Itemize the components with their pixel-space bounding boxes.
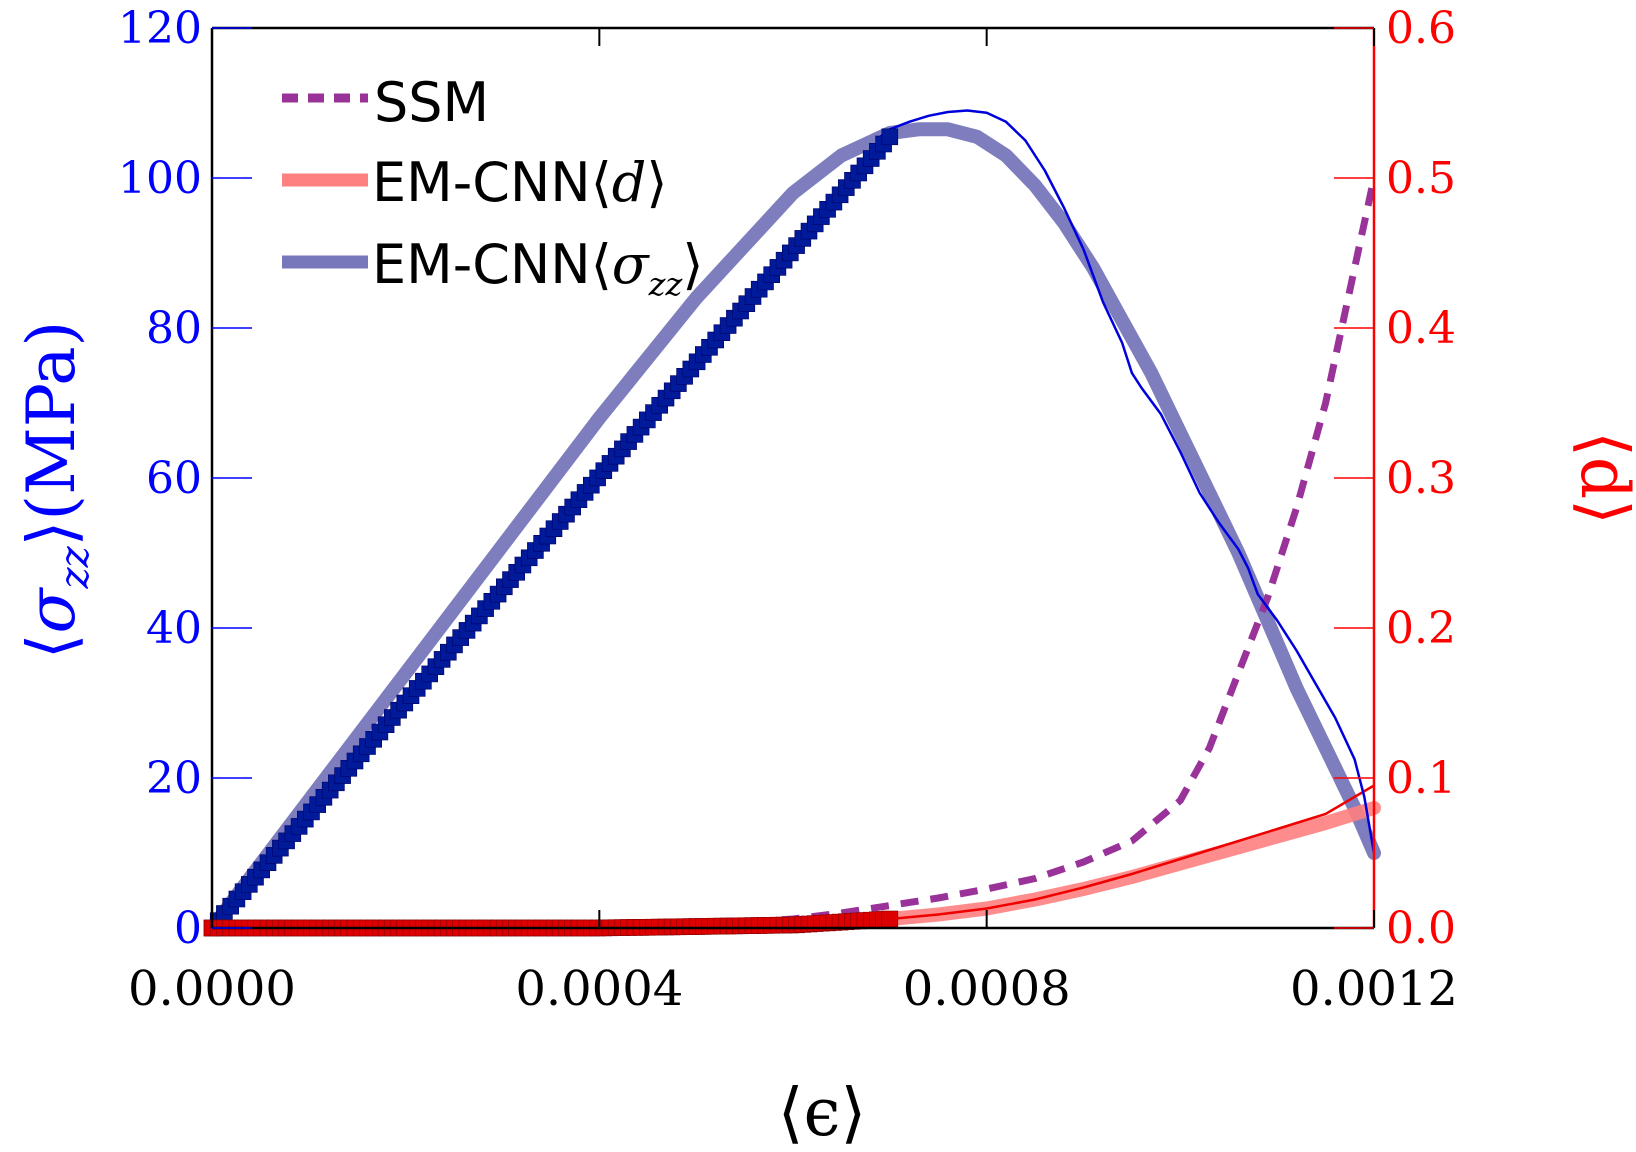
y-right-tick-label: 0.1 (1386, 753, 1456, 804)
stress-markers (203, 128, 899, 937)
y-left-open-bracket: ⟨ (13, 634, 90, 660)
svg-text:⟨d⟩: ⟨d⟩ (1566, 431, 1636, 525)
x-tick-label: 0.0000 (128, 961, 296, 1017)
legend-label-em-cnn-d: EM-CNN⟨d⟩ (372, 151, 667, 214)
y-left-tick-label: 0 (174, 903, 202, 954)
x-axis-label: ⟨ϵ⟩ (778, 1074, 866, 1151)
series-reference-stress (879, 109, 1376, 854)
y-left-tick-label: 100 (118, 153, 202, 204)
y-axis-left-label: ⟨σzz⟩(MPa) (13, 321, 98, 660)
y-left-tick-label: 80 (146, 303, 202, 354)
y-right-tick-label: 0.3 (1386, 453, 1456, 504)
y-left-sigma: σ (13, 587, 90, 634)
y-right-tick-label: 0.6 (1386, 3, 1456, 54)
damage-markers (203, 910, 899, 937)
axes: 0.0000 0.0004 0.0008 0.0012 0 20 40 60 80 100 120 0… (118, 3, 1458, 1017)
series-em-cnn-damage (205, 801, 1381, 935)
y-left-tick-label: 40 (146, 603, 202, 654)
legend: SSM EM-CNN⟨d⟩ EM-CNN⟨σzz⟩ (282, 71, 703, 303)
series-reference-damage (889, 784, 1375, 921)
x-tick-label: 0.0008 (903, 961, 1071, 1017)
stress-marker (881, 128, 899, 146)
y-left-close-bracket: ⟩ (13, 521, 90, 547)
y-axis-right-label: ⟨d⟩ (1566, 431, 1636, 525)
damage-marker (881, 910, 899, 928)
x-tick-label: 0.0012 (1290, 961, 1458, 1017)
y-left-tick-label: 120 (118, 3, 202, 54)
y-left-tick-label: 20 (146, 753, 202, 804)
y-right-tick-label: 0.5 (1386, 153, 1456, 204)
legend-label-em-cnn-sigma: EM-CNN⟨σzz⟩ (372, 233, 703, 303)
y-right-tick-label: 0.4 (1386, 303, 1456, 354)
y-left-subscript: zz (52, 545, 98, 589)
x-tick-label: 0.0004 (515, 961, 683, 1017)
svg-text:⟨σzz⟩(MPa): ⟨σzz⟩(MPa) (13, 321, 98, 660)
y-right-tick-label: 0.0 (1386, 903, 1456, 954)
y-left-tick-label: 60 (146, 453, 202, 504)
plot-area (203, 109, 1381, 937)
y-left-unit: (MPa) (13, 321, 90, 521)
y-right-tick-label: 0.2 (1386, 603, 1456, 654)
legend-label-ssm: SSM (374, 71, 489, 134)
